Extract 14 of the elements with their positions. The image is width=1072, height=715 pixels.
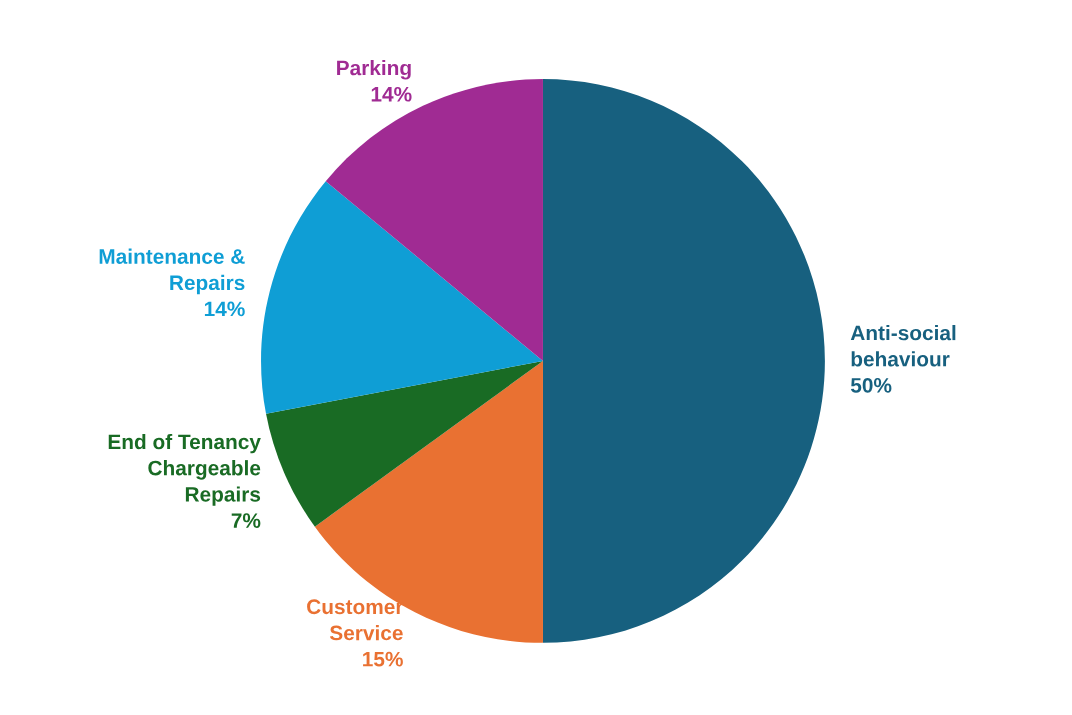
slice-label: Customer Service bbox=[307, 599, 404, 641]
pie-slice bbox=[261, 181, 543, 414]
data-label: 14% bbox=[204, 301, 245, 317]
data-label: 14% bbox=[371, 86, 412, 102]
pie-slice bbox=[266, 360, 543, 527]
pie-slice bbox=[325, 79, 543, 361]
slice-label: Parking bbox=[337, 60, 411, 80]
data-label: 15% bbox=[363, 651, 403, 667]
slice-label: Maintenance & Repairs bbox=[99, 248, 245, 295]
slice-label: Anti-social behaviour bbox=[850, 325, 956, 367]
data-label: 7% bbox=[231, 513, 261, 528]
slice-label: End of Tenancy Chargeable Repairs bbox=[108, 433, 261, 506]
data-label: 50% bbox=[850, 377, 892, 393]
pie-slice bbox=[542, 79, 825, 643]
